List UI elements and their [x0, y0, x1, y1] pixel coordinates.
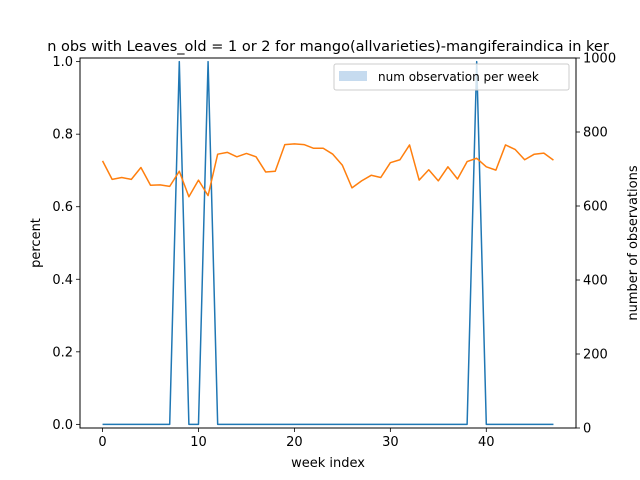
x-tick-label: 30 — [382, 435, 399, 450]
x-axis-ticks: 0 10 20 30 40 — [98, 428, 495, 450]
percent-line — [102, 60, 554, 426]
x-tick-label: 20 — [286, 435, 303, 450]
y-axis-ticks: 0.0 0.2 0.4 0.6 0.8 1.0 — [52, 55, 80, 433]
y-tick-label: 0.6 — [52, 200, 73, 215]
y-tick-label: 0.8 — [52, 128, 73, 143]
legend: num observation per week — [333, 63, 570, 91]
right-y-tick-label: 0 — [583, 422, 591, 437]
y-tick-label: 0.2 — [52, 345, 73, 360]
plot-lines — [101, 60, 554, 426]
y-tick-label: 0.4 — [52, 273, 73, 288]
legend-label: num observation per week — [378, 70, 539, 84]
right-y-tick-label: 400 — [583, 274, 608, 289]
x-tick-label: 0 — [98, 435, 106, 450]
x-tick-label: 40 — [478, 435, 495, 450]
right-y-tick-label: 200 — [583, 348, 608, 363]
right-y-axis-label: number of observations — [626, 165, 640, 320]
right-y-axis-ticks: 0 200 400 600 800 1000 — [576, 52, 616, 437]
y-tick-label: 0.0 — [52, 418, 73, 433]
right-y-tick-label: 1000 — [583, 52, 616, 67]
y-axis-label: percent — [29, 218, 44, 268]
right-y-tick-label: 600 — [583, 200, 608, 215]
right-y-tick-label: 800 — [583, 126, 608, 141]
observations-line — [101, 143, 554, 198]
y-tick-label: 1.0 — [52, 55, 73, 70]
legend-box — [333, 63, 570, 91]
x-axis-label: week index — [291, 456, 365, 471]
chart-title: n obs with Leaves_old = 1 or 2 for mango… — [47, 39, 609, 55]
legend-swatch — [339, 71, 367, 81]
x-tick-label: 10 — [190, 435, 207, 450]
plot-frame — [79, 57, 577, 429]
